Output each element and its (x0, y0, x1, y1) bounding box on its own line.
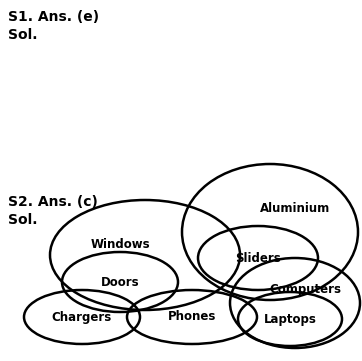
Text: S2. Ans. (c): S2. Ans. (c) (8, 195, 98, 209)
Text: Phones: Phones (168, 310, 216, 323)
Text: Aluminium: Aluminium (260, 201, 330, 214)
Text: Laptops: Laptops (264, 313, 316, 326)
Text: Sol.: Sol. (8, 213, 38, 227)
Text: Sol.: Sol. (8, 28, 38, 42)
Text: Windows: Windows (90, 239, 150, 252)
Text: Chargers: Chargers (52, 310, 112, 323)
Text: Computers: Computers (269, 283, 341, 296)
Text: Doors: Doors (101, 275, 139, 288)
Text: S1. Ans. (e): S1. Ans. (e) (8, 10, 99, 24)
Text: Sliders: Sliders (235, 252, 281, 265)
